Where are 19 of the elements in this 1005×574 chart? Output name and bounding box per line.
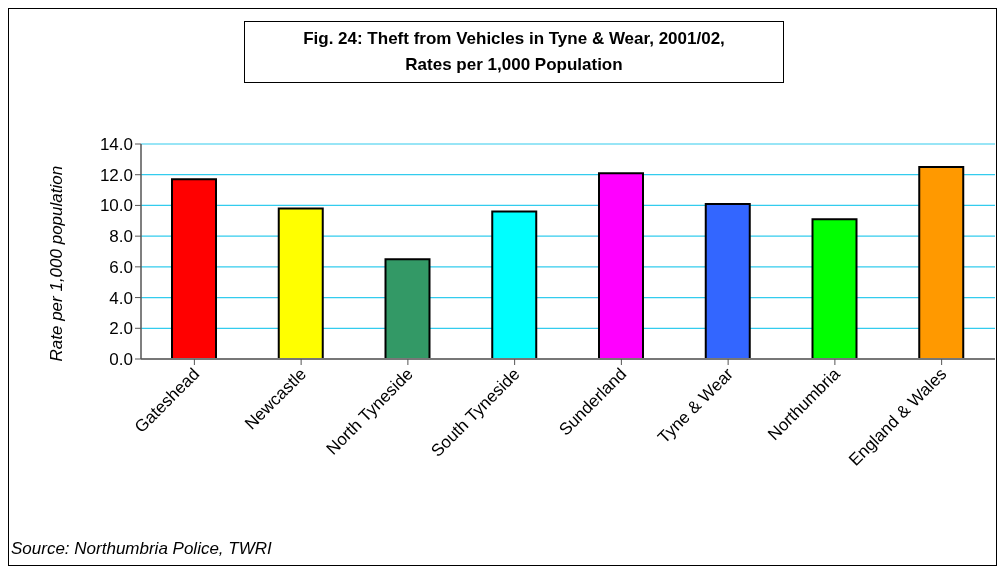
- bar: [277, 207, 324, 359]
- y-tick-label: 14.0: [99, 135, 133, 155]
- bar: [704, 202, 751, 359]
- chart-title: Fig. 24: Theft from Vehicles in Tyne & Wear, 2001/02, Rates per 1,000 Population: [302, 28, 726, 76]
- bar: [918, 166, 965, 359]
- y-tick-label: 10.0: [99, 196, 133, 216]
- source-note: Source: Northumbria Police, TWRI: [11, 539, 272, 559]
- y-tick-label: 12.0: [99, 165, 133, 185]
- bar: [384, 258, 431, 359]
- y-tick-label: 0.0: [109, 350, 133, 370]
- y-tick-label: 4.0: [109, 288, 133, 308]
- bar: [491, 210, 538, 359]
- y-tick-label: 6.0: [109, 257, 133, 277]
- bar: [171, 178, 217, 359]
- y-tick-label: 8.0: [109, 227, 133, 247]
- bar: [811, 218, 858, 359]
- y-axis-title: Rate per 1,000 population: [47, 165, 67, 362]
- y-tick-label: 2.0: [109, 319, 133, 339]
- bar: [598, 172, 644, 359]
